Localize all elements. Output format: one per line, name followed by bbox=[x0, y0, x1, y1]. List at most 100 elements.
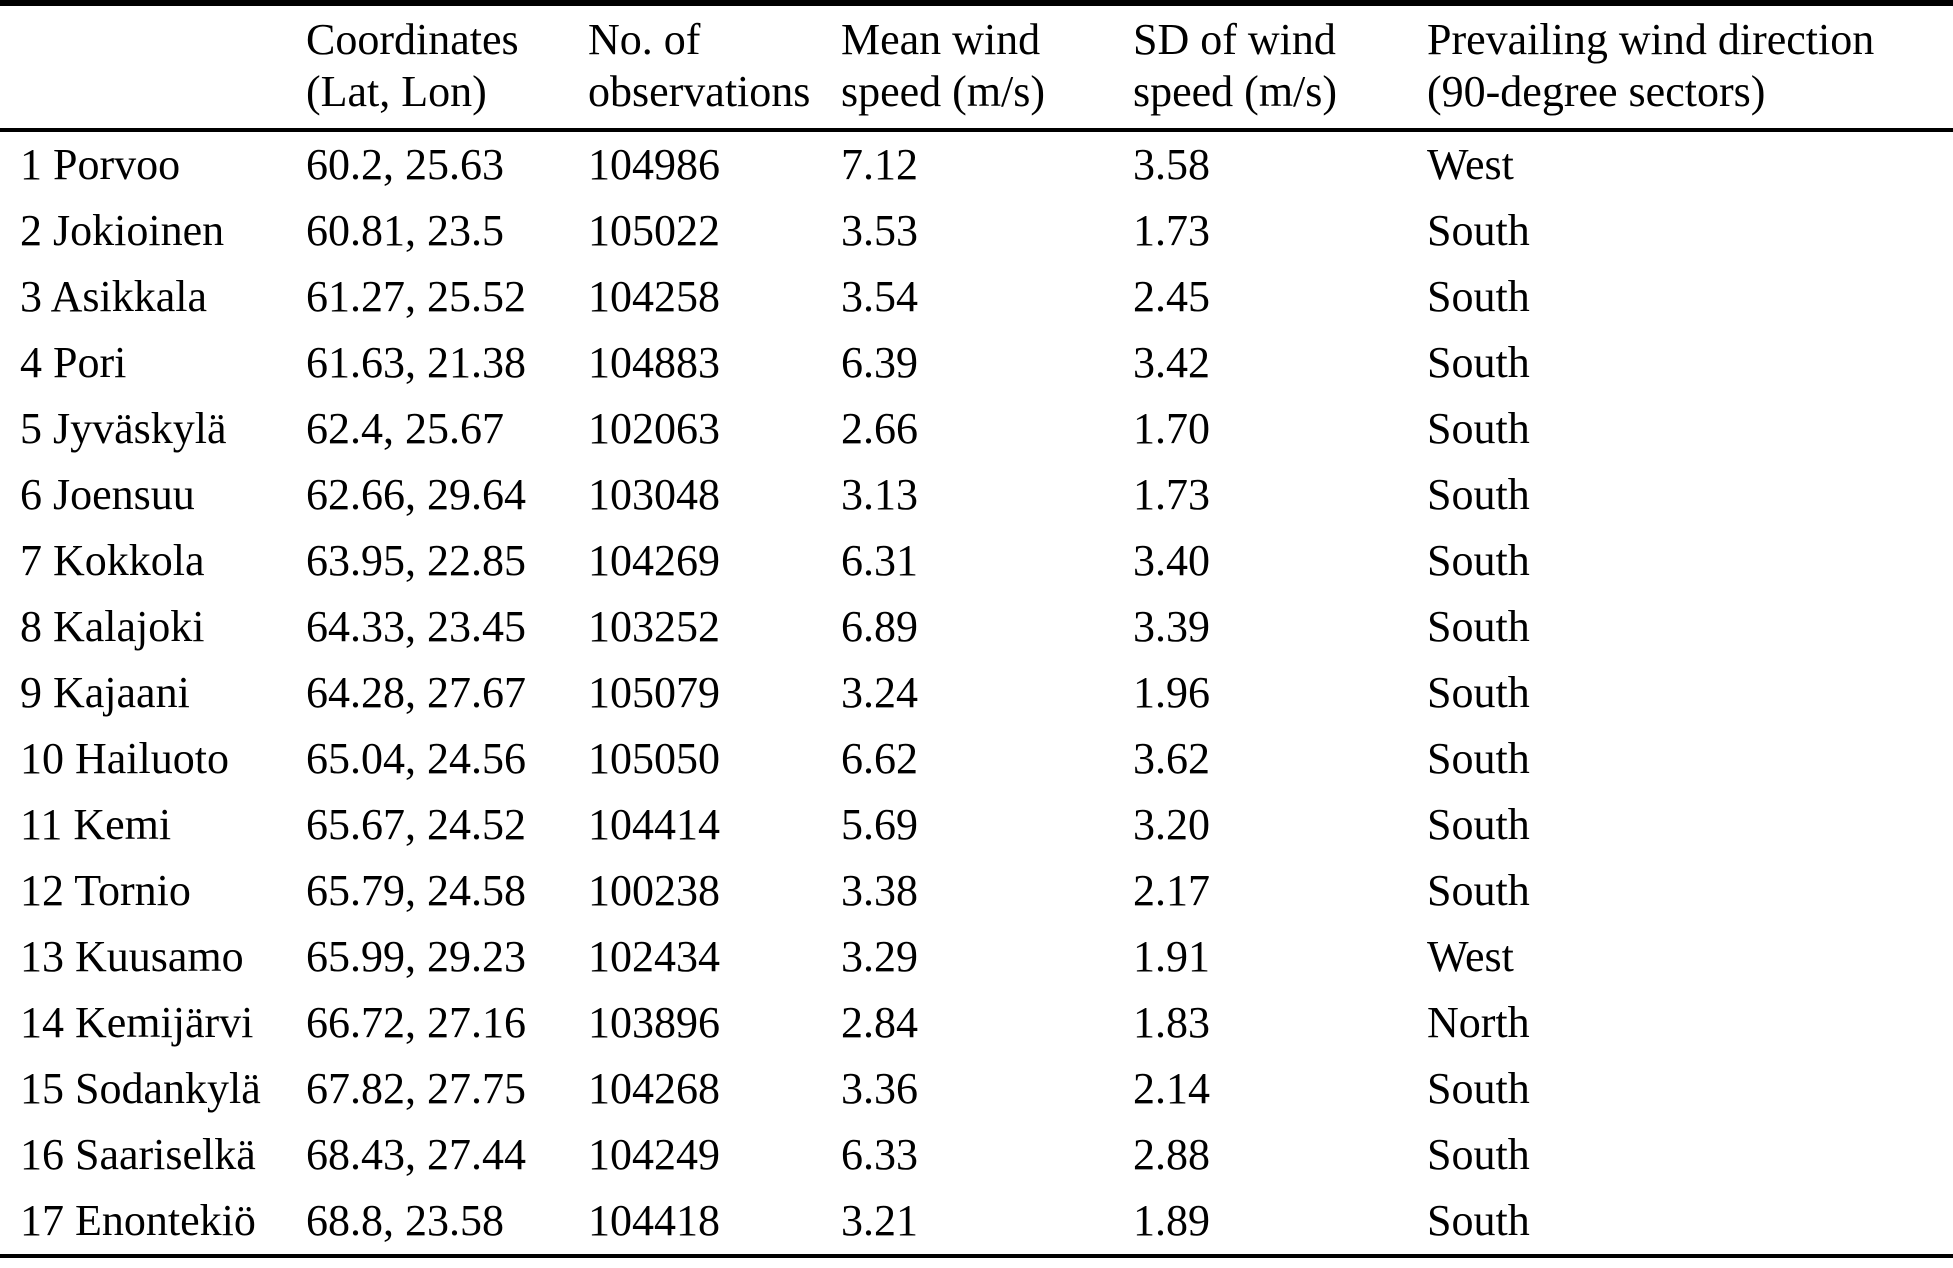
cell-station: 3 Asikkala bbox=[20, 271, 207, 321]
table-row: 7 Kokkola 63.95, 22.85 104269 6.31 3.40 … bbox=[0, 528, 1953, 594]
cell-station: 1 Porvoo bbox=[20, 139, 181, 189]
cell-direction: South bbox=[1427, 205, 1530, 255]
cell-sd-wind-speed: 2.17 bbox=[1133, 865, 1210, 915]
cell-mean-wind-speed: 5.69 bbox=[841, 799, 918, 849]
cell-sd-wind-speed: 3.42 bbox=[1133, 337, 1210, 387]
cell-station: 12 Tornio bbox=[20, 865, 191, 915]
cell-station: 5 Jyväskylä bbox=[20, 403, 227, 453]
cell-mean-wind-speed: 3.54 bbox=[841, 271, 918, 321]
cell-observations: 103252 bbox=[588, 601, 720, 651]
cell-sd-wind-speed: 3.40 bbox=[1133, 535, 1210, 585]
cell-coordinates: 66.72, 27.16 bbox=[306, 997, 526, 1047]
cell-observations: 104418 bbox=[588, 1195, 720, 1245]
column-header-observations-line2: observations bbox=[588, 66, 811, 116]
cell-coordinates: 65.04, 24.56 bbox=[306, 733, 526, 783]
cell-direction: South bbox=[1427, 1063, 1530, 1113]
cell-station: 2 Jokioinen bbox=[20, 205, 225, 255]
cell-coordinates: 64.33, 23.45 bbox=[306, 601, 526, 651]
cell-observations: 104414 bbox=[588, 799, 720, 849]
column-header-direction-line2: (90-degree sectors) bbox=[1427, 66, 1766, 116]
cell-observations: 100238 bbox=[588, 865, 720, 915]
table-row: 3 Asikkala 61.27, 25.52 104258 3.54 2.45… bbox=[0, 264, 1953, 330]
column-header-observations: No. of observations bbox=[588, 3, 841, 130]
cell-mean-wind-speed: 6.33 bbox=[841, 1129, 918, 1179]
cell-direction: South bbox=[1427, 601, 1530, 651]
cell-sd-wind-speed: 1.83 bbox=[1133, 997, 1210, 1047]
cell-sd-wind-speed: 2.45 bbox=[1133, 271, 1210, 321]
table-row: 13 Kuusamo 65.99, 29.23 102434 3.29 1.91… bbox=[0, 924, 1953, 990]
cell-direction: South bbox=[1427, 733, 1530, 783]
cell-station: 4 Pori bbox=[20, 337, 127, 387]
column-header-sd-line2: speed (m/s) bbox=[1133, 66, 1338, 116]
column-header-sd-line1: SD of wind bbox=[1133, 15, 1336, 64]
column-header-station bbox=[0, 3, 306, 130]
cell-coordinates: 62.66, 29.64 bbox=[306, 469, 526, 519]
cell-mean-wind-speed: 3.29 bbox=[841, 931, 918, 981]
table-row: 6 Joensuu 62.66, 29.64 103048 3.13 1.73 … bbox=[0, 462, 1953, 528]
table-row: 15 Sodankylä 67.82, 27.75 104268 3.36 2.… bbox=[0, 1056, 1953, 1122]
cell-mean-wind-speed: 6.39 bbox=[841, 337, 918, 387]
column-header-mean-wind-speed: Mean wind speed (m/s) bbox=[841, 3, 1133, 130]
cell-sd-wind-speed: 1.73 bbox=[1133, 469, 1210, 519]
column-header-coordinates: Coordinates (Lat, Lon) bbox=[306, 3, 588, 130]
cell-station: 8 Kalajoki bbox=[20, 601, 205, 651]
table-row: 10 Hailuoto 65.04, 24.56 105050 6.62 3.6… bbox=[0, 726, 1953, 792]
cell-station: 11 Kemi bbox=[20, 799, 172, 849]
table-row: 2 Jokioinen 60.81, 23.5 105022 3.53 1.73… bbox=[0, 198, 1953, 264]
cell-mean-wind-speed: 6.89 bbox=[841, 601, 918, 651]
cell-station: 14 Kemijärvi bbox=[20, 997, 254, 1047]
cell-coordinates: 68.8, 23.58 bbox=[306, 1195, 504, 1245]
cell-sd-wind-speed: 1.96 bbox=[1133, 667, 1210, 717]
cell-sd-wind-speed: 1.70 bbox=[1133, 403, 1210, 453]
cell-coordinates: 60.2, 25.63 bbox=[306, 139, 504, 189]
cell-station: 16 Saariselkä bbox=[20, 1129, 256, 1179]
cell-mean-wind-speed: 3.21 bbox=[841, 1195, 918, 1245]
cell-mean-wind-speed: 7.12 bbox=[841, 139, 918, 189]
cell-coordinates: 60.81, 23.5 bbox=[306, 205, 504, 255]
cell-sd-wind-speed: 3.62 bbox=[1133, 733, 1210, 783]
cell-sd-wind-speed: 3.58 bbox=[1133, 139, 1210, 189]
table-row: 1 Porvoo 60.2, 25.63 104986 7.12 3.58 We… bbox=[0, 130, 1953, 198]
cell-sd-wind-speed: 2.14 bbox=[1133, 1063, 1210, 1113]
table-row: 12 Tornio 65.79, 24.58 100238 3.38 2.17 … bbox=[0, 858, 1953, 924]
cell-sd-wind-speed: 1.91 bbox=[1133, 931, 1210, 981]
cell-mean-wind-speed: 6.62 bbox=[841, 733, 918, 783]
cell-observations: 103896 bbox=[588, 997, 720, 1047]
table-row: 17 Enontekiö 68.8, 23.58 104418 3.21 1.8… bbox=[0, 1188, 1953, 1256]
table-row: 14 Kemijärvi 66.72, 27.16 103896 2.84 1.… bbox=[0, 990, 1953, 1056]
cell-direction: South bbox=[1427, 403, 1530, 453]
cell-observations: 105050 bbox=[588, 733, 720, 783]
cell-observations: 104249 bbox=[588, 1129, 720, 1179]
cell-station: 9 Kajaani bbox=[20, 667, 190, 717]
cell-mean-wind-speed: 2.84 bbox=[841, 997, 918, 1047]
cell-observations: 104258 bbox=[588, 271, 720, 321]
cell-observations: 104986 bbox=[588, 139, 720, 189]
cell-sd-wind-speed: 3.20 bbox=[1133, 799, 1210, 849]
column-header-sd-wind-speed: SD of wind speed (m/s) bbox=[1133, 3, 1427, 130]
cell-observations: 102063 bbox=[588, 403, 720, 453]
cell-coordinates: 63.95, 22.85 bbox=[306, 535, 526, 585]
cell-direction: North bbox=[1427, 997, 1530, 1047]
table-row: 8 Kalajoki 64.33, 23.45 103252 6.89 3.39… bbox=[0, 594, 1953, 660]
cell-direction: West bbox=[1427, 139, 1514, 189]
cell-direction: South bbox=[1427, 667, 1530, 717]
cell-observations: 105022 bbox=[588, 205, 720, 255]
cell-observations: 102434 bbox=[588, 931, 720, 981]
header-row: Coordinates (Lat, Lon) No. of observatio… bbox=[0, 3, 1953, 130]
table-row: 9 Kajaani 64.28, 27.67 105079 3.24 1.96 … bbox=[0, 660, 1953, 726]
table-row: 4 Pori 61.63, 21.38 104883 6.39 3.42 Sou… bbox=[0, 330, 1953, 396]
cell-station: 13 Kuusamo bbox=[20, 931, 244, 981]
cell-coordinates: 68.43, 27.44 bbox=[306, 1129, 526, 1179]
cell-direction: South bbox=[1427, 337, 1530, 387]
cell-observations: 104268 bbox=[588, 1063, 720, 1113]
column-header-coordinates-line1: Coordinates bbox=[306, 15, 519, 64]
cell-mean-wind-speed: 3.38 bbox=[841, 865, 918, 915]
cell-coordinates: 62.4, 25.67 bbox=[306, 403, 504, 453]
cell-mean-wind-speed: 3.13 bbox=[841, 469, 918, 519]
cell-coordinates: 65.99, 29.23 bbox=[306, 931, 526, 981]
cell-direction: South bbox=[1427, 535, 1530, 585]
column-header-coordinates-line2: (Lat, Lon) bbox=[306, 66, 487, 116]
cell-station: 7 Kokkola bbox=[20, 535, 205, 585]
column-header-mean-line1: Mean wind bbox=[841, 15, 1041, 64]
